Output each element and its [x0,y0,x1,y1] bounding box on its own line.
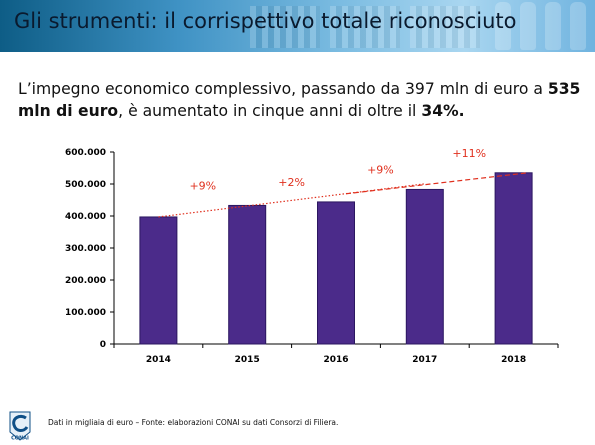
chart-trend-lines [158,172,528,218]
x-tick-label: 2017 [412,355,437,365]
trend-line-dotted [158,183,425,218]
logo-text: CONAI [11,436,29,442]
chart-labels: 0 100.000 200.000 300.000 400.000 500.000 600.… [65,147,526,365]
intro-part-1: L’impegno economico complessivo, passand… [18,80,548,98]
bar-chart: 0 100.000 200.000 300.000 400.000 500.000 600.… [65,147,559,365]
y-tick-label: 300.000 [65,244,106,254]
bar-2014 [139,216,178,345]
growth-label: +9% [367,163,394,176]
x-tick-label: 2014 [146,355,171,365]
banner-decoration [495,2,511,50]
y-tick-label: 400.000 [65,212,106,222]
banner-decoration [570,2,586,50]
bar-2017 [405,188,444,345]
banner-decoration [250,6,320,48]
x-tick-label: 2015 [235,355,260,365]
growth-label: +9% [189,179,216,192]
x-tick-label: 2018 [501,355,526,365]
x-tick-label: 2016 [323,355,348,365]
intro-part-2: , è aumentato in cinque anni di oltre il [118,102,422,120]
banner-decoration [410,6,480,48]
y-tick-label: 100.000 [65,308,106,318]
banner-decoration [545,2,561,50]
bar-2016 [317,201,355,345]
y-tick-label: 0 [100,340,106,350]
page-title: Gli strumenti: il corrispettivo totale r… [14,9,517,33]
intro-highlight-amount: 535 mln di euro [18,80,581,120]
banner-decoration [330,6,400,48]
bar-2015 [228,204,267,345]
conai-logo-icon: CONAI [9,411,31,442]
y-tick-label: 200.000 [65,276,106,286]
banner-decoration [520,2,536,50]
title-banner: Gli strumenti: il corrispettivo totale r… [0,0,595,52]
bar-2018 [494,172,533,345]
footnote-source: Dati in migliaia di euro – Fonte: elabor… [48,418,339,427]
trend-line-dashed [345,172,528,195]
intro-highlight-percent: 34%. [421,102,465,120]
intro-text: L’impegno economico complessivo, passand… [18,78,583,122]
growth-label: +2% [278,176,305,189]
y-tick-label: 500.000 [65,180,106,190]
growth-label: +11% [452,147,486,160]
chart-bars [139,172,533,345]
y-tick-label: 600.000 [65,148,106,158]
